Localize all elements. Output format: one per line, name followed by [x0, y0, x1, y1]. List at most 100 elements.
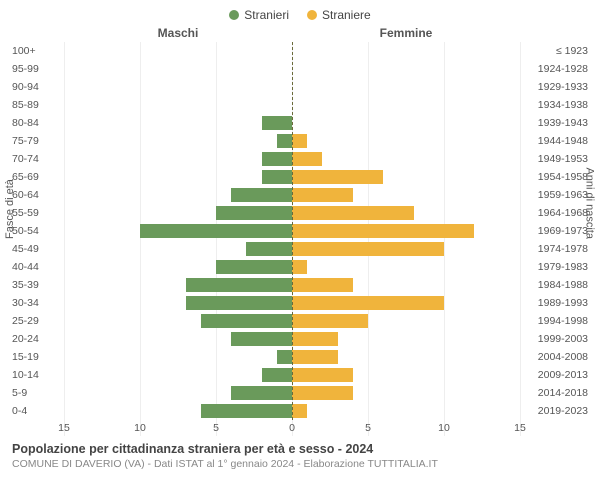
x-tick-label: 10	[134, 422, 146, 434]
male-bar	[277, 134, 292, 148]
male-half	[64, 42, 292, 60]
male-bar	[140, 224, 292, 238]
female-bar	[292, 170, 383, 184]
age-label: 25-29	[10, 315, 64, 327]
pyramid-row: 50-54 1969-1973	[10, 222, 590, 240]
legend-label-female: Straniere	[322, 8, 371, 22]
x-tick-label: 5	[365, 422, 371, 434]
female-half	[292, 96, 520, 114]
age-label: 80-84	[10, 117, 64, 129]
age-label: 85-89	[10, 99, 64, 111]
female-half	[292, 258, 520, 276]
center-line	[292, 42, 293, 420]
year-label: 1934-1938	[520, 99, 590, 111]
age-label: 35-39	[10, 279, 64, 291]
age-label: 95-99	[10, 63, 64, 75]
female-half	[292, 132, 520, 150]
header-female: Femmine	[292, 26, 520, 40]
x-ticks: 15105051015	[64, 422, 520, 436]
x-axis: 15105051015	[10, 422, 590, 436]
male-bar	[216, 260, 292, 274]
age-label: 0-4	[10, 405, 64, 417]
pyramid-row: 55-591964-1968	[10, 204, 590, 222]
female-half	[292, 150, 520, 168]
x-tick-label: 5	[213, 422, 219, 434]
female-half	[292, 402, 520, 420]
male-half	[64, 276, 292, 294]
age-label: 50-54	[10, 225, 64, 237]
age-label: 30-34	[10, 297, 64, 309]
legend: Stranieri Straniere	[10, 8, 590, 22]
male-half	[64, 78, 292, 96]
female-half	[292, 240, 520, 258]
pyramid-row: 25-29 1994-1998	[10, 312, 590, 330]
female-bar	[292, 134, 307, 148]
header-male: Maschi	[64, 26, 292, 40]
age-label: 15-19	[10, 351, 64, 363]
male-half	[64, 114, 292, 132]
pyramid-row: 75-791944-1948	[10, 132, 590, 150]
year-label: 1964-1968	[520, 207, 590, 219]
year-label: 1974-1978	[520, 243, 590, 255]
pyramid-row: 10-14 2009-2013	[10, 366, 590, 384]
female-bar	[292, 350, 338, 364]
chart-title: Popolazione per cittadinanza straniera p…	[12, 442, 590, 456]
age-label: 20-24	[10, 333, 64, 345]
year-label: 1979-1983	[520, 261, 590, 273]
year-label: 2004-2008	[520, 351, 590, 363]
male-half	[64, 204, 292, 222]
year-label: 1954-1958	[520, 171, 590, 183]
x-tick-label: 10	[438, 422, 450, 434]
female-bar	[292, 188, 353, 202]
age-label: 75-79	[10, 135, 64, 147]
year-label: 1959-1963	[520, 189, 590, 201]
male-bar	[231, 188, 292, 202]
male-half	[64, 312, 292, 330]
x-tick-label: 15	[514, 422, 526, 434]
age-label: 90-94	[10, 81, 64, 93]
female-half	[292, 60, 520, 78]
age-label: 10-14	[10, 369, 64, 381]
pyramid-row: 90-94 1929-1933	[10, 78, 590, 96]
female-half	[292, 186, 520, 204]
female-half	[292, 114, 520, 132]
female-half	[292, 222, 520, 240]
male-bar	[186, 296, 292, 310]
year-label: 1994-1998	[520, 315, 590, 327]
male-half	[64, 330, 292, 348]
legend-item-female: Straniere	[307, 8, 371, 22]
male-bar	[216, 206, 292, 220]
female-bar	[292, 368, 353, 382]
age-label: 70-74	[10, 153, 64, 165]
pyramid-row: 20-241999-2003	[10, 330, 590, 348]
year-label: 1969-1973	[520, 225, 590, 237]
plot-area: Fasce di età Anni di nascita 100+≤ 19239…	[10, 42, 590, 436]
female-bar	[292, 260, 307, 274]
female-half	[292, 42, 520, 60]
male-half	[64, 402, 292, 420]
female-half	[292, 78, 520, 96]
male-bar	[186, 278, 292, 292]
female-half	[292, 330, 520, 348]
female-bar	[292, 314, 368, 328]
footer: Popolazione per cittadinanza straniera p…	[10, 442, 590, 470]
year-label: 2009-2013	[520, 369, 590, 381]
pyramid-row: 85-89 1934-1938	[10, 96, 590, 114]
legend-swatch-male	[229, 10, 239, 20]
column-headers: Maschi Femmine	[10, 26, 590, 40]
female-bar	[292, 242, 444, 256]
pyramid-row: 60-641959-1963	[10, 186, 590, 204]
female-bar	[292, 404, 307, 418]
male-half	[64, 168, 292, 186]
female-bar	[292, 332, 338, 346]
year-label: 1939-1943	[520, 117, 590, 129]
male-half	[64, 132, 292, 150]
male-bar	[201, 314, 292, 328]
year-label: 1929-1933	[520, 81, 590, 93]
pyramid-row: 40-441979-1983	[10, 258, 590, 276]
male-half	[64, 240, 292, 258]
female-half	[292, 384, 520, 402]
rows-container: 100+≤ 192395-991924-192890-941929-193385…	[10, 42, 590, 420]
age-label: 5-9	[10, 387, 64, 399]
pyramid-chart: Stranieri Straniere Maschi Femmine Fasce…	[0, 0, 600, 500]
